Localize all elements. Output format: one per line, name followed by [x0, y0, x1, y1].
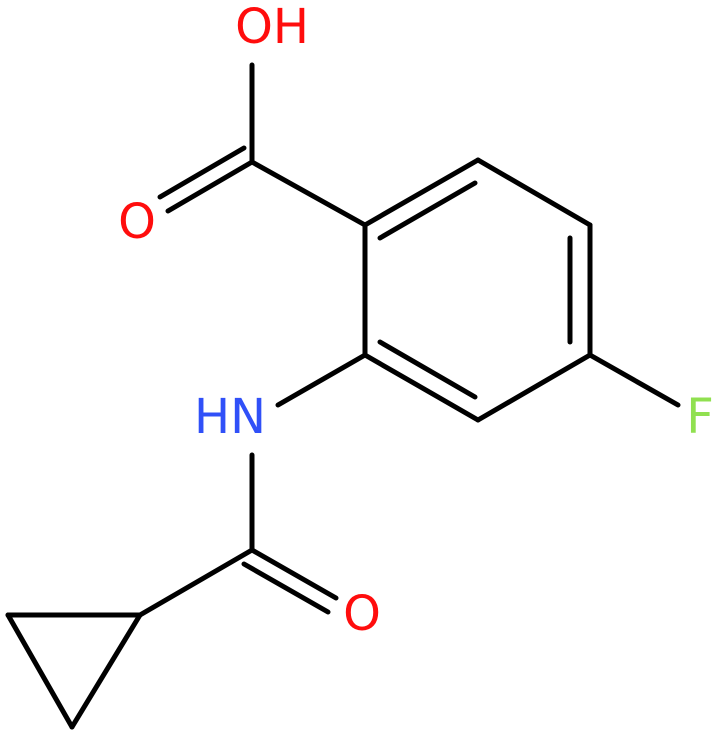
bond [157, 145, 247, 200]
bond [137, 547, 255, 618]
atom-label: HN [194, 389, 266, 445]
bond [5, 612, 75, 730]
bond [249, 547, 339, 601]
atom-label: O [118, 194, 156, 250]
bond [377, 339, 478, 400]
bond [275, 352, 368, 408]
atom-label: F [686, 389, 714, 445]
bond [241, 561, 331, 615]
bond [69, 612, 143, 730]
bond [587, 352, 681, 408]
bond [362, 352, 481, 423]
atom-label: O [343, 586, 381, 642]
bond [475, 352, 593, 423]
bond [377, 180, 478, 241]
bond [249, 159, 368, 228]
bond [362, 157, 481, 228]
bond [475, 157, 593, 228]
bonds [5, 62, 681, 730]
atom-label: OH [235, 0, 309, 55]
bond [165, 159, 255, 214]
